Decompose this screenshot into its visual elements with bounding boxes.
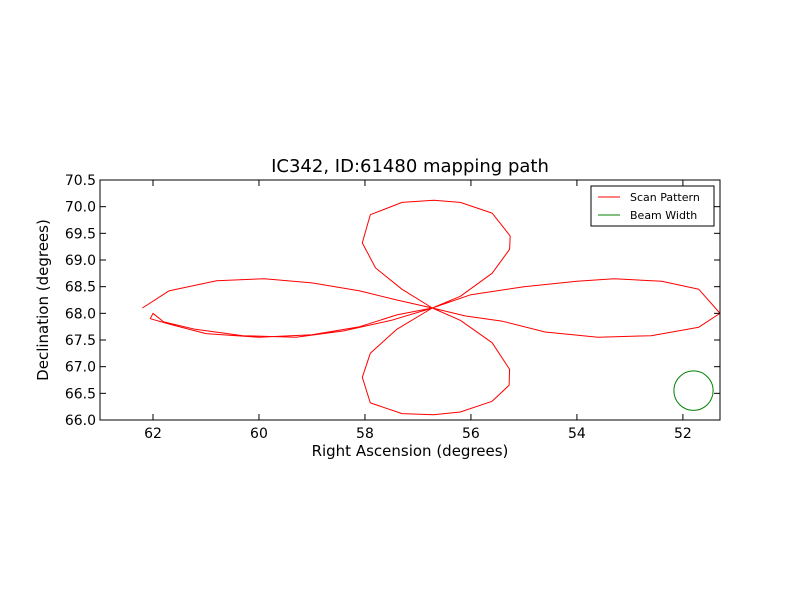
y-tick-label: 69.5: [65, 226, 96, 242]
chart-title: IC342, ID:61480 mapping path: [271, 156, 549, 177]
x-tick-label: 52: [674, 426, 692, 442]
y-tick-label: 67.5: [65, 333, 96, 349]
y-tick-label: 70.5: [65, 173, 96, 189]
x-tick-label: 56: [462, 426, 480, 442]
y-tick-label: 70.0: [65, 200, 96, 216]
x-axis-label: Right Ascension (degrees): [312, 442, 509, 460]
legend-label-beam-width: Beam Width: [630, 209, 697, 222]
legend-label-scan-pattern: Scan Pattern: [630, 191, 700, 204]
series-layer: [142, 199, 720, 416]
y-tick-label: 67.0: [65, 360, 96, 376]
series-beam-width-circle: [673, 370, 714, 411]
y-tick-label: 66.0: [65, 413, 96, 429]
y-tick-label: 69.0: [65, 253, 96, 269]
y-axis-ticks: 66.0 66.5 67.0 67.5 68.0 68.5 69.0 69.5 70.0 70.5: [65, 173, 720, 429]
x-tick-label: 62: [144, 426, 162, 442]
y-tick-label: 68.0: [65, 306, 96, 322]
y-tick-label: 66.5: [65, 386, 96, 402]
y-tick-label: 68.5: [65, 280, 96, 296]
x-tick-label: 60: [250, 426, 268, 442]
legend: Scan Pattern Beam Width: [590, 185, 715, 227]
series-scan-pattern-line: [142, 199, 720, 416]
x-tick-label: 58: [356, 426, 374, 442]
legend-box: [590, 185, 715, 227]
plot-frame: [99, 179, 721, 421]
x-tick-label: 54: [568, 426, 586, 442]
x-axis-ticks: 62 60 58 56 54 52: [144, 180, 692, 442]
y-axis-label: Declination (degrees): [34, 219, 52, 381]
plot-area: [142, 199, 720, 416]
